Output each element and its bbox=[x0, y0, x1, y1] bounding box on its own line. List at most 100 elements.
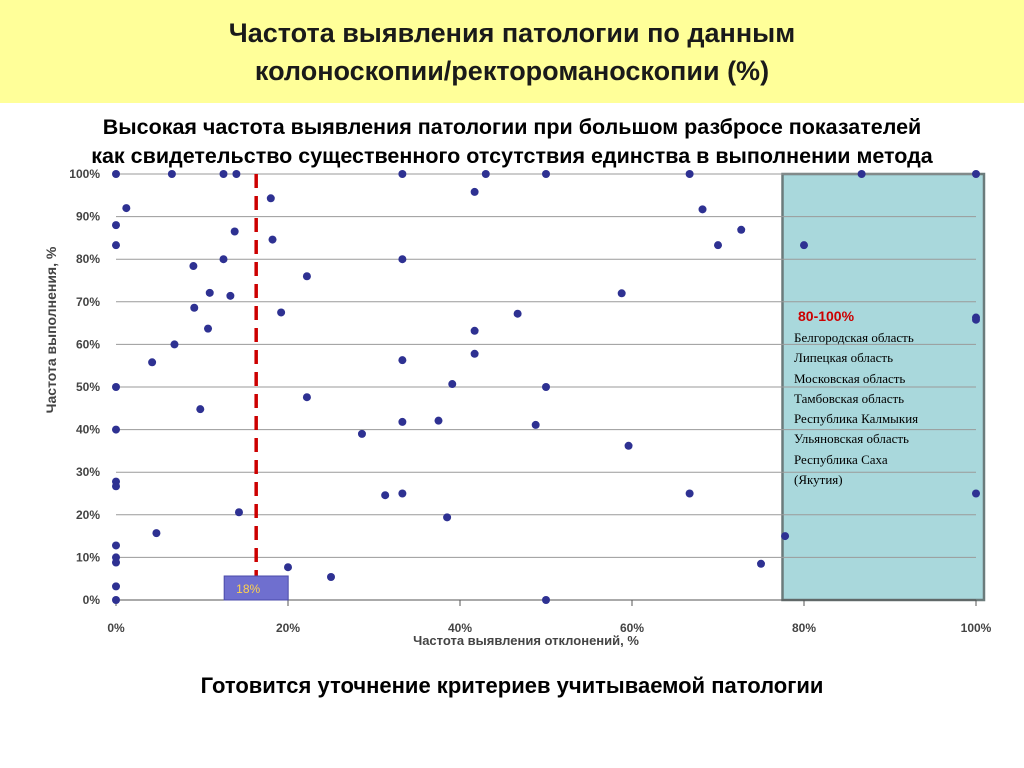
x-tick-label: 60% bbox=[620, 621, 644, 635]
region-item: Белгородская область bbox=[794, 330, 914, 345]
data-point bbox=[112, 596, 120, 604]
region-item: Тамбовская область bbox=[794, 390, 905, 406]
data-point bbox=[714, 241, 722, 250]
data-point bbox=[112, 241, 120, 250]
data-point bbox=[448, 380, 457, 389]
footer-note: Готовится уточнение критериев учитываемо… bbox=[200, 673, 824, 698]
data-point bbox=[234, 508, 243, 517]
data-point bbox=[398, 356, 407, 365]
y-tick-label: 80% bbox=[76, 252, 100, 266]
data-point bbox=[972, 489, 980, 498]
subtitle: Высокая частота выявления патологии при … bbox=[0, 113, 1024, 171]
data-point bbox=[266, 194, 275, 203]
y-axis-title: Частота выполнения, % bbox=[43, 246, 59, 413]
x-tick-label: 20% bbox=[276, 621, 300, 635]
y-tick-label: 10% bbox=[76, 550, 100, 564]
data-point bbox=[531, 420, 540, 429]
data-point bbox=[204, 324, 213, 333]
data-point bbox=[302, 272, 311, 281]
data-point bbox=[381, 491, 390, 500]
data-point bbox=[685, 170, 694, 178]
data-point bbox=[972, 170, 980, 178]
data-point bbox=[219, 255, 228, 264]
page-title-line-2: колоноскопии/ректороманоскопии (%) bbox=[254, 55, 770, 86]
highlight-note: 80-100% Белгородская область Липецкая обл… bbox=[794, 308, 974, 490]
data-point bbox=[857, 170, 866, 178]
region-item: (Якутия) bbox=[794, 472, 843, 488]
y-tick-label: 100% bbox=[69, 167, 100, 181]
data-point bbox=[757, 559, 765, 568]
y-tick-label: 60% bbox=[76, 337, 100, 351]
subtitle-line-1: Высокая частота выявления патологии при … bbox=[102, 115, 922, 139]
data-point bbox=[232, 170, 241, 178]
data-point bbox=[470, 326, 479, 335]
data-point bbox=[112, 170, 120, 178]
data-point bbox=[398, 170, 407, 178]
region-item: Ульяновская область bbox=[794, 431, 909, 447]
y-tick-label: 70% bbox=[76, 295, 100, 309]
data-point bbox=[513, 309, 522, 318]
data-point bbox=[685, 489, 694, 498]
data-point bbox=[972, 315, 980, 324]
subtitle-line-2: как свидетельство существенного отсутств… bbox=[91, 144, 933, 168]
data-point bbox=[481, 170, 490, 178]
data-point bbox=[542, 170, 550, 178]
data-point bbox=[190, 303, 199, 312]
data-point bbox=[122, 204, 131, 213]
data-point bbox=[284, 563, 292, 572]
data-point bbox=[470, 349, 479, 358]
x-tick-label: 80% bbox=[792, 621, 816, 635]
highlight-range-label: 80-100% bbox=[798, 308, 855, 324]
y-tick-label: 40% bbox=[76, 423, 100, 437]
data-point bbox=[277, 308, 286, 317]
data-point bbox=[205, 288, 214, 297]
region-item: Республика Калмыкия bbox=[794, 411, 919, 427]
data-point bbox=[398, 489, 407, 498]
data-point bbox=[112, 221, 120, 230]
data-point bbox=[196, 405, 205, 414]
data-point bbox=[219, 170, 228, 178]
x-tick-label: 40% bbox=[448, 621, 472, 635]
data-point bbox=[226, 291, 235, 300]
region-list: Белгородская область Липецкая область Моск… bbox=[794, 328, 974, 490]
data-point bbox=[698, 205, 707, 214]
y-tick-label: 20% bbox=[76, 508, 100, 522]
data-point bbox=[357, 429, 366, 438]
data-point bbox=[112, 425, 120, 434]
region-item: Московская область bbox=[794, 370, 906, 386]
data-point bbox=[434, 416, 443, 425]
data-point bbox=[112, 558, 120, 567]
data-point bbox=[167, 170, 176, 178]
data-point bbox=[617, 289, 626, 298]
title-band: Частота выявления патологии по данным ко… bbox=[0, 0, 1024, 103]
data-point bbox=[112, 482, 120, 491]
x-tick-label: 100% bbox=[961, 621, 992, 635]
y-tick-label: 30% bbox=[76, 465, 100, 479]
threshold-label-box bbox=[223, 575, 289, 601]
y-tick-label: 90% bbox=[76, 210, 100, 224]
data-point bbox=[112, 383, 120, 391]
y-tick-label: 50% bbox=[76, 380, 100, 394]
region-item: Республика Саха bbox=[794, 451, 888, 467]
data-point bbox=[327, 572, 335, 581]
data-point bbox=[230, 227, 239, 236]
region-item: Липецкая область bbox=[794, 350, 894, 366]
x-axis-title: Частота выявления отклонений, % bbox=[413, 633, 639, 648]
data-point bbox=[542, 383, 550, 391]
data-point bbox=[443, 513, 452, 522]
data-point bbox=[624, 441, 633, 450]
data-point bbox=[112, 541, 120, 550]
data-point bbox=[268, 235, 277, 244]
data-point bbox=[781, 532, 790, 541]
data-point bbox=[800, 241, 808, 250]
data-point bbox=[152, 529, 161, 538]
data-point bbox=[302, 393, 311, 402]
data-point bbox=[189, 262, 198, 271]
data-point bbox=[470, 187, 479, 196]
y-tick-label: 0% bbox=[83, 593, 101, 607]
x-tick-label: 0% bbox=[107, 621, 125, 635]
scatter-chart: 0% 10% 20% 30% 40% 50% 60% 70% 80% 90% 100% 0% 20% 40… bbox=[43, 167, 992, 648]
data-point bbox=[398, 417, 407, 426]
data-point bbox=[737, 225, 746, 234]
threshold-label: 18% bbox=[236, 582, 260, 596]
